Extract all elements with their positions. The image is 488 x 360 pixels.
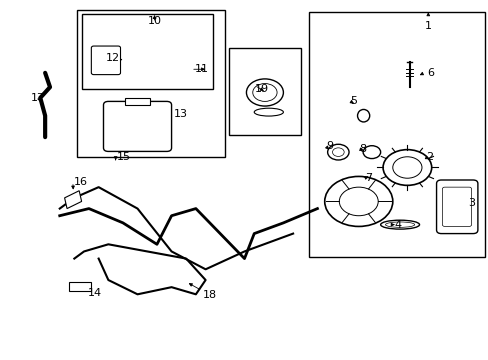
Text: 13: 13	[174, 109, 187, 119]
Text: 10: 10	[147, 16, 161, 26]
Text: 14: 14	[88, 288, 102, 297]
Text: 9: 9	[325, 141, 333, 151]
Text: 4: 4	[393, 220, 401, 230]
FancyBboxPatch shape	[103, 102, 171, 152]
Text: 5: 5	[350, 96, 357, 107]
Text: 12: 12	[106, 53, 120, 63]
Text: 7: 7	[365, 173, 371, 183]
Text: 3: 3	[467, 198, 474, 208]
Polygon shape	[64, 191, 81, 208]
FancyBboxPatch shape	[442, 187, 470, 226]
Text: 11: 11	[195, 64, 208, 74]
Text: 16: 16	[73, 177, 87, 187]
Text: 8: 8	[359, 144, 366, 154]
Text: 17: 17	[30, 93, 44, 103]
Text: 2: 2	[425, 152, 432, 162]
Text: 6: 6	[426, 68, 433, 78]
Bar	[228, 48, 300, 135]
Bar	[125, 98, 149, 105]
Text: 18: 18	[203, 290, 217, 300]
Text: 15: 15	[117, 152, 131, 162]
Bar	[308, 12, 484, 257]
Bar	[81, 14, 212, 89]
Text: 1: 1	[424, 21, 431, 31]
FancyBboxPatch shape	[91, 46, 120, 75]
Bar	[69, 282, 91, 291]
Text: 19: 19	[255, 84, 269, 94]
Bar	[77, 10, 224, 157]
FancyBboxPatch shape	[436, 180, 477, 234]
